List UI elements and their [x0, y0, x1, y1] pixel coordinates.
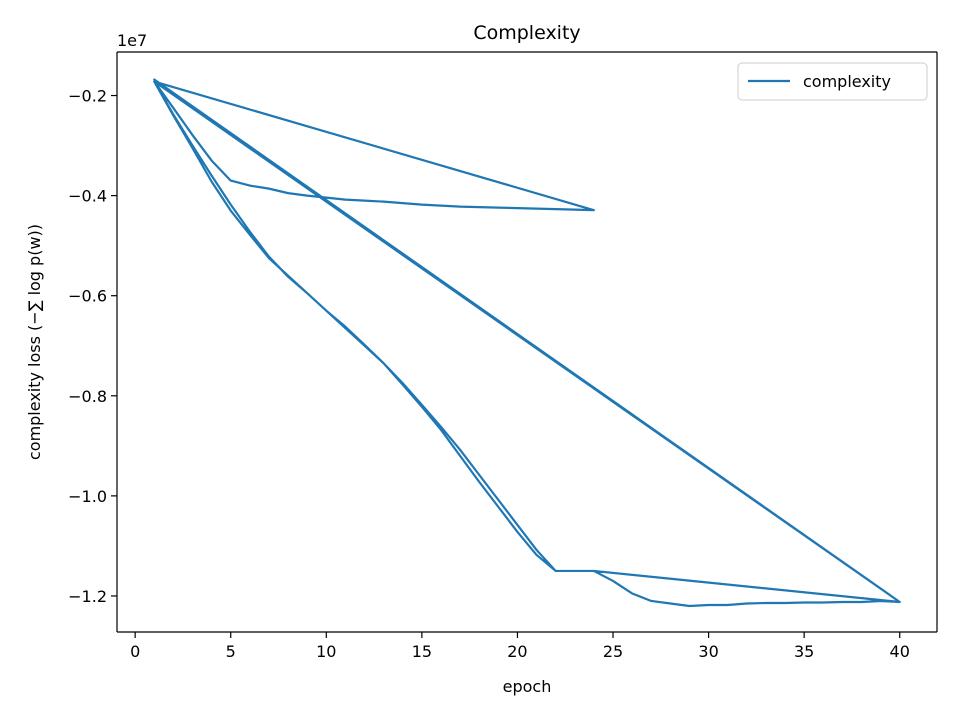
y-axis-ticks: −1.2 −1.0 −0.8 −0.6 −0.4 −0.2 — [68, 87, 117, 606]
x-axis-label: epoch — [503, 677, 552, 696]
series-layer — [153, 78, 901, 608]
x-tick-label: 0 — [130, 642, 140, 661]
x-tick-label: 25 — [603, 642, 623, 661]
x-tick-label: 40 — [890, 642, 910, 661]
y-tick-label: −0.8 — [68, 387, 107, 406]
y-tick-label: −0.2 — [68, 87, 107, 106]
x-axis-ticks: 0 5 10 15 20 25 30 35 40 — [130, 632, 910, 661]
y-axis-label: complexity loss (−∑ log p(w)) — [25, 224, 44, 460]
chart-title: Complexity — [473, 22, 580, 44]
y-tick-label: −1.0 — [68, 487, 107, 506]
y-tick-label: −1.2 — [68, 587, 107, 606]
legend-label-complexity: complexity — [803, 72, 891, 91]
x-tick-label: 15 — [412, 642, 432, 661]
legend: complexity — [737, 62, 928, 101]
legend-box — [737, 62, 928, 101]
x-tick-label: 10 — [316, 642, 336, 661]
series-line-complexity — [153, 78, 901, 608]
x-tick-label: 30 — [698, 642, 718, 661]
x-tick-label: 20 — [507, 642, 527, 661]
x-tick-label: 5 — [226, 642, 236, 661]
y-tick-label: −0.6 — [68, 287, 107, 306]
y-tick-label: −0.4 — [68, 187, 107, 206]
y-offset-text: 1e7 — [117, 31, 147, 50]
axes-frame — [116, 51, 938, 633]
x-tick-label: 35 — [794, 642, 814, 661]
